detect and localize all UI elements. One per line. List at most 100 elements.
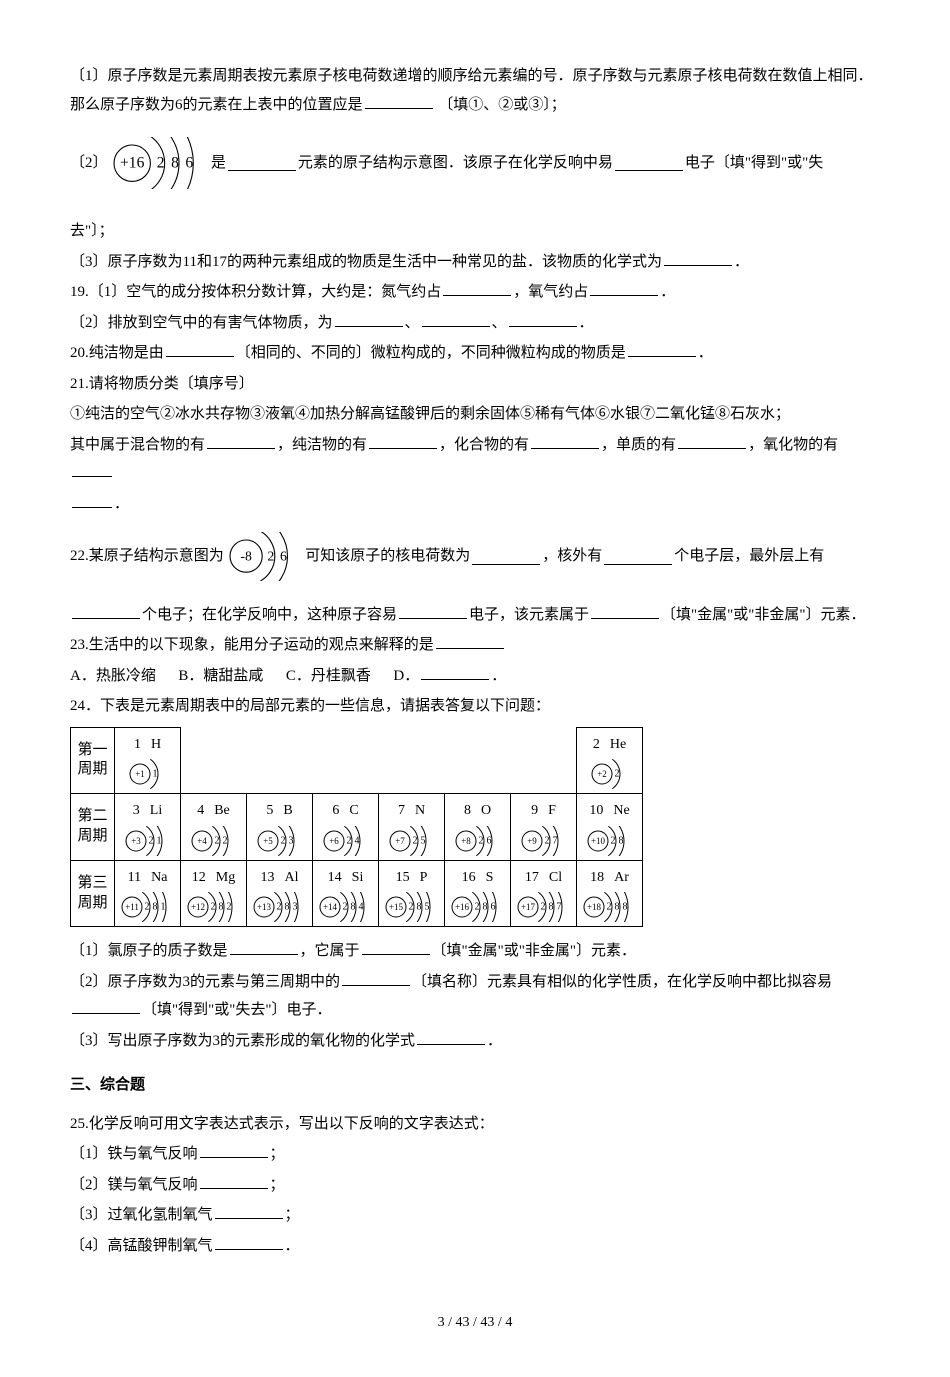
q23-optD-prefix[interactable]: D． [393, 668, 419, 684]
blank[interactable] [215, 1233, 283, 1250]
svg-text:8: 8 [483, 902, 488, 913]
q21-list: ①纯洁的空气②冰水共存物③液氧④加热分解高锰酸钾后的剩余固体⑤稀有气体⑥水银⑦二… [70, 400, 880, 429]
element-cell: 17Cl+17287 [511, 860, 577, 927]
element-cell: 8O+826 [445, 794, 511, 861]
svg-text:1: 1 [153, 769, 158, 780]
q18-p2-suffix: 电子〔填"得到"或"失 [685, 149, 823, 178]
element-cell: 13Al+13283 [247, 860, 313, 927]
blank[interactable] [436, 633, 504, 650]
svg-text:2: 2 [475, 902, 480, 913]
element-cell: 16S+16286 [445, 860, 511, 927]
svg-text:+16: +16 [120, 155, 145, 172]
q18-part2: 〔2〕 +16286 是元素的原子结构示意图．该原子在化学反响中易电子〔填"得到… [70, 137, 880, 189]
blank[interactable] [200, 1142, 268, 1159]
blank[interactable] [369, 432, 437, 449]
blank[interactable] [399, 602, 467, 619]
q22c: ，核外有 [542, 542, 602, 571]
q24s1b: ，它属于 [300, 943, 360, 959]
q24s2b: 〔填名称〕元素具有相似的化学性质，在化学反响中都比拟容易 [412, 974, 832, 990]
blank[interactable] [72, 998, 140, 1015]
q18-p2-mid: 是 [211, 149, 226, 178]
blank[interactable] [628, 341, 696, 358]
blank[interactable] [362, 939, 430, 956]
svg-text:1: 1 [157, 835, 162, 846]
svg-text:2: 2 [409, 902, 414, 913]
q23-optA[interactable]: A．热胀冷缩 [70, 668, 156, 684]
svg-text:2: 2 [607, 902, 612, 913]
blank[interactable] [422, 310, 490, 327]
q23-stem: 23.生活中的以下现象，能用分子运动的观点来解释的是 [70, 631, 880, 660]
svg-text:1: 1 [161, 902, 166, 913]
svg-text:4: 4 [355, 835, 360, 846]
svg-text:2: 2 [156, 155, 164, 172]
blank[interactable] [509, 310, 577, 327]
blank[interactable] [342, 969, 410, 986]
q24-sub1: 〔1〕氯原子的质子数是，它属于〔填"金属"或"非金属"〕元素． [70, 937, 880, 966]
q21c: ，化合物的有 [439, 437, 529, 453]
element-cell: 5B+523 [247, 794, 313, 861]
q24-sub2: 〔2〕原子序数为3的元素与第三周期中的 〔填名称〕元素具有相似的化学性质，在化学反… [70, 968, 880, 1025]
q22-line2: 个电子；在化学反响中，这种原子容易电子，该元素属于〔填"金属"或"非金属"〕元素… [70, 601, 880, 630]
blank[interactable] [200, 1172, 268, 1189]
empty-cell [181, 727, 577, 794]
q25-i3: 〔3〕过氧化氢制氧气； [70, 1201, 880, 1230]
blank[interactable] [72, 602, 140, 619]
element-cell: 12Mg+12282 [181, 860, 247, 927]
q21b: ，纯洁物的有 [277, 437, 367, 453]
q24s1c: 〔填"金属"或"非金属"〕元素． [432, 943, 637, 959]
element-cell: 10Ne+1028 [577, 794, 643, 861]
element-cell: 7N+725 [379, 794, 445, 861]
q24s2c: 〔填"得到"或"失去"〕电子． [142, 1002, 332, 1018]
blank[interactable] [678, 432, 746, 449]
blank[interactable] [215, 1203, 283, 1220]
q22b: 可知该原子的核电荷数为 [305, 542, 470, 571]
blank[interactable] [590, 280, 658, 297]
svg-text:8: 8 [619, 835, 624, 846]
blank[interactable] [591, 602, 659, 619]
blank[interactable] [166, 341, 234, 358]
q24s2a: 〔2〕原子序数为3的元素与第三周期中的 [70, 974, 340, 990]
svg-text:2: 2 [215, 835, 220, 846]
q25i1: 〔1〕铁与氧气反响 [70, 1146, 198, 1162]
blank[interactable] [443, 280, 511, 297]
svg-text:8: 8 [171, 155, 179, 172]
svg-text:8: 8 [623, 902, 628, 913]
blank[interactable] [207, 432, 275, 449]
q24s3b: ． [487, 1033, 502, 1049]
blank[interactable] [72, 461, 112, 478]
blank[interactable] [228, 155, 296, 172]
blank[interactable] [335, 310, 403, 327]
svg-text:+3: +3 [131, 836, 141, 846]
q25-intro: 25.化学反响可用文字表达式表示，写出以下反响的文字表达式： [70, 1110, 880, 1139]
blank[interactable] [417, 1028, 485, 1045]
blank[interactable] [615, 155, 683, 172]
q23-optB[interactable]: B．糖甜盐咸 [178, 668, 263, 684]
q23-options: A．热胀冷缩 B．糖甜盐咸 C．丹桂飘香 D．． [70, 662, 880, 691]
q20: 20.纯洁物是由〔相同的、不同的〕微粒构成的，不同种微粒构成的物质是． [70, 339, 880, 368]
blank[interactable] [664, 249, 732, 266]
q23-optC[interactable]: C．丹桂飘香 [286, 668, 371, 684]
blank[interactable] [365, 92, 433, 109]
svg-text:+13: +13 [257, 902, 272, 912]
svg-text:+15: +15 [389, 902, 404, 912]
svg-text:-8: -8 [240, 549, 252, 564]
q22d: 个电子层，最外层上有 [674, 542, 824, 571]
sep1: 、 [405, 315, 420, 331]
q22g: 〔填"金属"或"非金属"〕元素． [661, 607, 866, 623]
svg-text:7: 7 [557, 902, 562, 913]
period-label: 第二周期 [71, 794, 115, 861]
svg-text:+17: +17 [521, 902, 536, 912]
blank[interactable] [72, 491, 112, 508]
svg-text:2: 2 [277, 902, 282, 913]
q22a: 22.某原子结构示意图为 [70, 542, 224, 571]
blank[interactable] [604, 548, 672, 565]
blank[interactable] [472, 548, 540, 565]
blank[interactable] [421, 663, 489, 680]
semi: ； [285, 1207, 300, 1223]
q18-part3: 去"〕； [70, 217, 880, 246]
svg-text:+18: +18 [587, 902, 602, 912]
blank[interactable] [230, 939, 298, 956]
svg-text:8: 8 [153, 902, 158, 913]
blank[interactable] [531, 432, 599, 449]
q18-p1-suffix: 〔填①、②或③〕； [438, 97, 566, 113]
